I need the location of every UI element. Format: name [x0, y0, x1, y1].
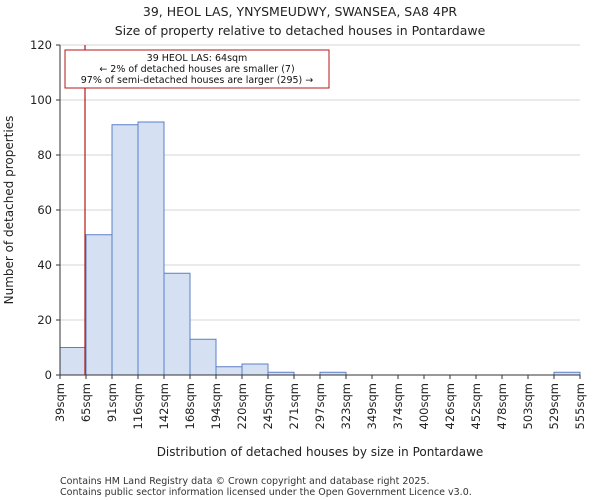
x-tick-label-297sqm: 297sqm — [313, 383, 327, 429]
x-tick-label-426sqm: 426sqm — [443, 383, 457, 429]
x-tick-label-555sqm: 555sqm — [573, 383, 587, 429]
x-tick-label-116sqm: 116sqm — [131, 383, 145, 429]
footer-line-2: Contains public sector information licen… — [60, 487, 472, 498]
y-tick-label: 80 — [37, 148, 52, 162]
chart-subtitle: Size of property relative to detached ho… — [115, 23, 486, 38]
annotation-line-2: ← 2% of detached houses are smaller (7) — [99, 64, 294, 75]
x-tick-label-39sqm: 39sqm — [53, 383, 67, 422]
annotation-box: 39 HEOL LAS: 64sqm ← 2% of detached hous… — [64, 49, 330, 89]
x-tick-label-529sqm: 529sqm — [547, 383, 561, 429]
y-tick-label: 120 — [30, 38, 52, 52]
x-axis-label: Distribution of detached houses by size … — [157, 445, 484, 459]
bar-142sqm — [163, 272, 191, 376]
footer-line-1: Contains HM Land Registry data © Crown c… — [60, 476, 430, 487]
y-axis-label: Number of detached properties — [2, 116, 16, 305]
annotation-frame — [64, 49, 330, 89]
chart-title: 39, HEOL LAS, YNYSMEUDWY, SWANSEA, SA8 4… — [143, 4, 458, 19]
x-tick-label-65sqm: 65sqm — [79, 383, 93, 422]
x-tick-label-220sqm: 220sqm — [235, 383, 249, 429]
x-tick-labels: 39sqm 65sqm 91sqm 116sqm 142sqm 168sqm 194sqm 2… — [53, 375, 587, 429]
x-tick-label-503sqm: 503sqm — [521, 383, 535, 429]
x-tick-label-349sqm: 349sqm — [365, 383, 379, 429]
annotation-line-1: 39 HEOL LAS: 64sqm — [147, 53, 248, 64]
x-tick-label-478sqm: 478sqm — [495, 383, 509, 429]
y-tick-label: 60 — [37, 203, 52, 217]
bar-39sqm — [59, 347, 87, 376]
y-tick-labels: 0 20 40 60 80 100 120 — [30, 38, 60, 382]
y-tick-label: 20 — [37, 313, 52, 327]
bars — [59, 121, 581, 376]
x-tick-label-374sqm: 374sqm — [391, 383, 405, 429]
y-tick-label: 40 — [37, 258, 52, 272]
x-tick-label-323sqm: 323sqm — [339, 383, 353, 429]
x-tick-label-452sqm: 452sqm — [469, 383, 483, 429]
x-tick-label-245sqm: 245sqm — [261, 383, 275, 429]
bar-65sqm — [85, 234, 113, 376]
bar-220sqm — [241, 363, 269, 376]
x-tick-label-271sqm: 271sqm — [287, 383, 301, 429]
x-tick-label-400sqm: 400sqm — [417, 383, 431, 429]
x-tick-label-194sqm: 194sqm — [209, 383, 223, 429]
x-tick-label-168sqm: 168sqm — [183, 383, 197, 429]
bar-194sqm — [215, 366, 243, 376]
annotation-line-3: 97% of semi-detached houses are larger (… — [81, 75, 314, 86]
bar-91sqm — [111, 124, 139, 376]
y-tick-label: 100 — [30, 93, 52, 107]
x-tick-label-91sqm: 91sqm — [105, 383, 119, 422]
bar-116sqm — [137, 121, 165, 376]
y-tick-label: 0 — [45, 368, 52, 382]
x-tick-label-142sqm: 142sqm — [157, 383, 171, 429]
bar-168sqm — [189, 338, 217, 376]
